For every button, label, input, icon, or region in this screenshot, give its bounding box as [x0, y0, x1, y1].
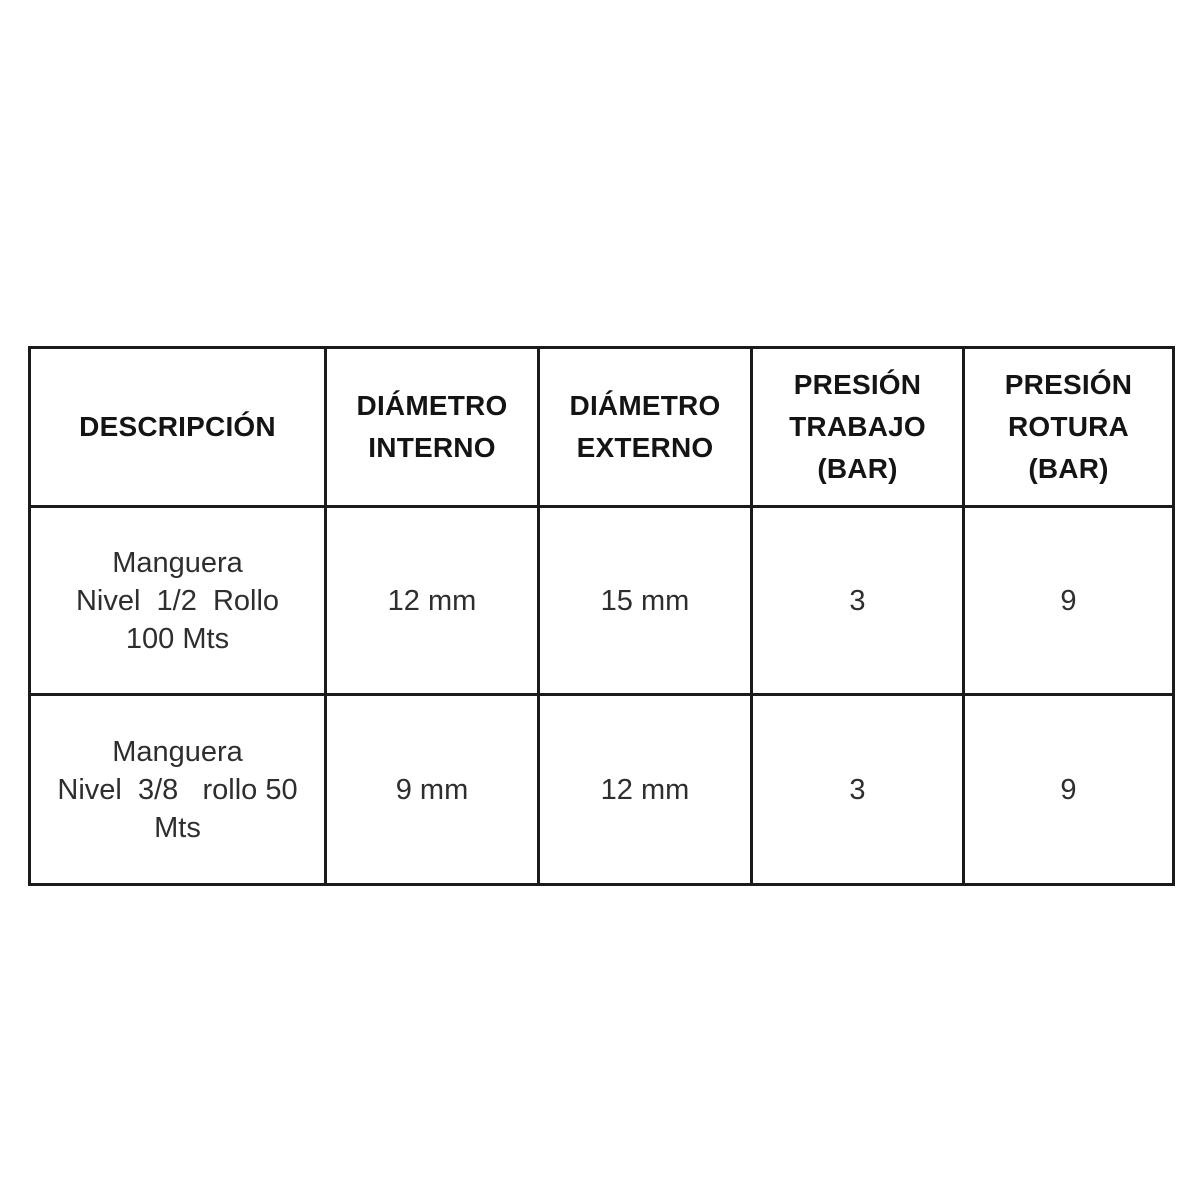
cell-presion-rotura: 9 — [962, 505, 1175, 696]
column-header-diametro-externo: DIÁMETRO EXTERNO — [537, 346, 753, 508]
cell-descripcion: Manguera Nivel 1/2 Rollo 100 Mts — [28, 505, 327, 696]
cell-presion-trabajo: 3 — [750, 505, 965, 696]
cell-diametro-interno: 12 mm — [324, 505, 540, 696]
cell-diametro-externo: 12 mm — [537, 693, 753, 886]
hose-spec-table: DESCRIPCIÓN DIÁMETRO INTERNO DIÁMETRO EX… — [28, 346, 1175, 886]
column-header-diametro-interno: DIÁMETRO INTERNO — [324, 346, 540, 508]
table-row: Manguera Nivel 1/2 Rollo 100 Mts 12 mm 1… — [28, 505, 1175, 696]
cell-presion-rotura: 9 — [962, 693, 1175, 886]
column-header-presion-rotura: PRESIÓN ROTURA (BAR) — [962, 346, 1175, 508]
column-header-descripcion: DESCRIPCIÓN — [28, 346, 327, 508]
cell-descripcion: Manguera Nivel 3/8 rollo 50 Mts — [28, 693, 327, 886]
table-row: Manguera Nivel 3/8 rollo 50 Mts 9 mm 12 … — [28, 693, 1175, 886]
cell-presion-trabajo: 3 — [750, 693, 965, 886]
table-header-row: DESCRIPCIÓN DIÁMETRO INTERNO DIÁMETRO EX… — [28, 346, 1175, 508]
cell-diametro-externo: 15 mm — [537, 505, 753, 696]
cell-diametro-interno: 9 mm — [324, 693, 540, 886]
column-header-presion-trabajo: PRESIÓN TRABAJO (BAR) — [750, 346, 965, 508]
